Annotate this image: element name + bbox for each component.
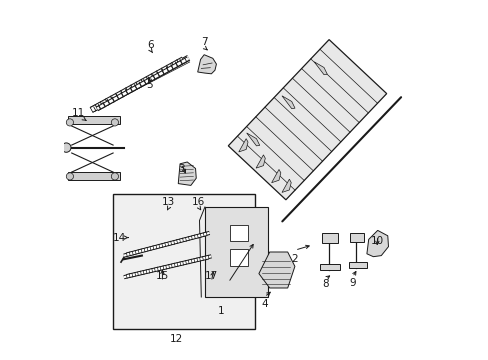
Bar (68, 116, 120, 124)
Text: 11: 11 (71, 108, 84, 118)
Polygon shape (238, 139, 247, 152)
Bar (113, 194, 255, 329)
Circle shape (111, 119, 118, 126)
Text: 1: 1 (217, 306, 224, 316)
Circle shape (111, 173, 118, 180)
Text: 17: 17 (204, 271, 218, 282)
Text: 7: 7 (201, 37, 208, 48)
Polygon shape (258, 252, 294, 288)
Polygon shape (366, 230, 387, 257)
Text: 16: 16 (192, 197, 205, 207)
Polygon shape (271, 170, 280, 183)
Text: 2: 2 (291, 254, 298, 264)
Text: 5: 5 (145, 80, 152, 90)
Text: 10: 10 (370, 236, 384, 246)
Circle shape (66, 119, 73, 126)
Polygon shape (197, 55, 216, 74)
Polygon shape (314, 62, 326, 75)
Bar (68, 172, 120, 180)
Bar (349, 233, 364, 242)
Polygon shape (178, 162, 196, 185)
Text: 4: 4 (261, 299, 267, 309)
Text: 8: 8 (322, 279, 328, 289)
Bar (348, 262, 366, 268)
Polygon shape (256, 155, 265, 168)
Polygon shape (228, 40, 386, 200)
Circle shape (61, 143, 71, 152)
Bar (321, 233, 337, 243)
Text: 9: 9 (348, 278, 355, 288)
Text: 14: 14 (112, 233, 125, 243)
Circle shape (66, 173, 73, 180)
Bar (204, 207, 267, 297)
Text: 6: 6 (147, 40, 154, 50)
Text: 13: 13 (162, 197, 175, 207)
Bar (230, 249, 247, 266)
Polygon shape (282, 96, 294, 109)
Text: 3: 3 (178, 164, 184, 174)
Bar (230, 225, 247, 241)
Text: 12: 12 (169, 334, 183, 344)
Polygon shape (282, 179, 291, 193)
Bar (320, 264, 339, 270)
Text: 15: 15 (156, 271, 169, 282)
Polygon shape (246, 133, 259, 146)
